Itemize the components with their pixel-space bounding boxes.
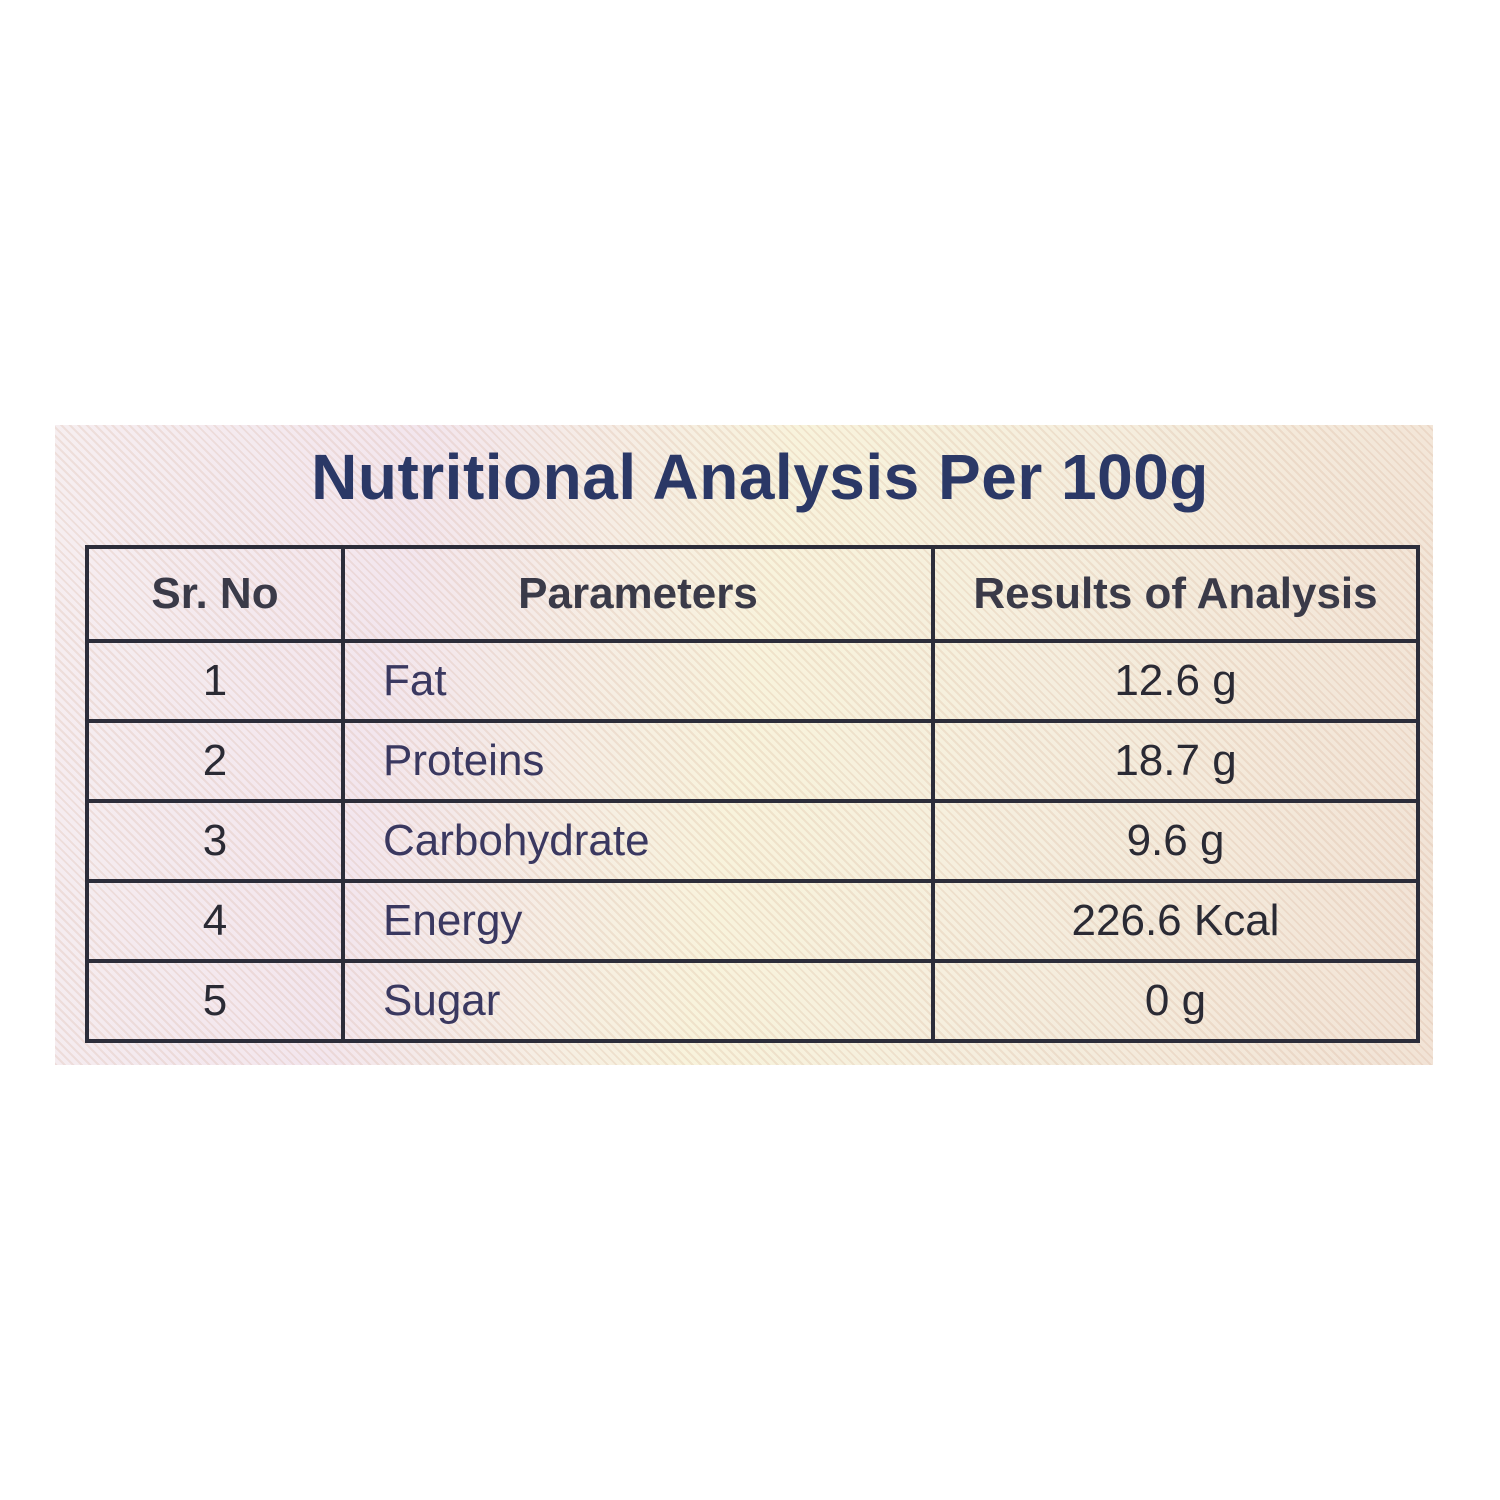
sr-no: 1 [85,639,345,723]
header-sr-no: Sr. No [85,545,345,643]
result: 9.6 g [931,799,1420,883]
table-row: 3 Carbohydrate 9.6 g [85,799,1420,883]
sr-no: 2 [85,719,345,803]
header-parameters: Parameters [341,545,935,643]
parameter: Carbohydrate [341,799,935,883]
nutrition-table: Sr. No Parameters Results of Analysis 1 … [85,545,1420,1043]
table-row: 1 Fat 12.6 g [85,639,1420,723]
result: 226.6 Kcal [931,879,1420,963]
result: 18.7 g [931,719,1420,803]
parameter: Proteins [341,719,935,803]
table-header-row: Sr. No Parameters Results of Analysis [85,545,1420,643]
parameter: Energy [341,879,935,963]
page-title: Nutritional Analysis Per 100g [311,441,1209,513]
header-results: Results of Analysis [931,545,1420,643]
sr-no: 4 [85,879,345,963]
sr-no: 3 [85,799,345,883]
parameter: Sugar [341,959,935,1043]
sr-no: 5 [85,959,345,1043]
table-row: 2 Proteins 18.7 g [85,719,1420,803]
table-row: 5 Sugar 0 g [85,959,1420,1043]
result: 0 g [931,959,1420,1043]
parameter: Fat [341,639,935,723]
table-row: 4 Energy 226.6 Kcal [85,879,1420,963]
result: 12.6 g [931,639,1420,723]
